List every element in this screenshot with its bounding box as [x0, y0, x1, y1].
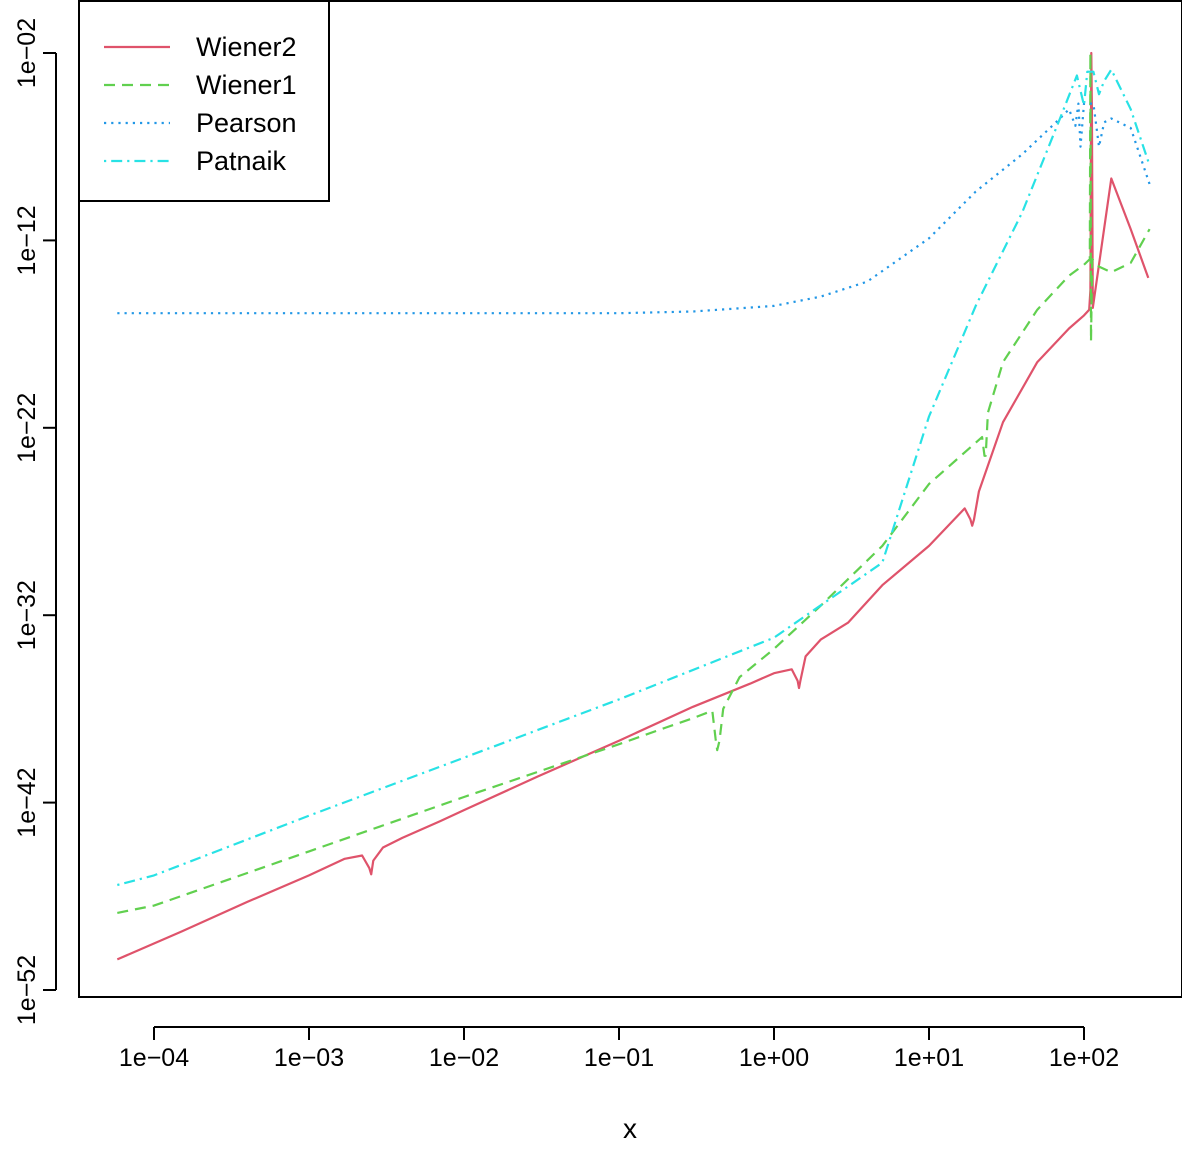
series-line-wiener2	[116, 51, 1150, 961]
legend-box	[78, 0, 330, 202]
series-layer	[116, 51, 1151, 961]
legend-label-wiener2: Wiener2	[196, 32, 297, 62]
x-tick-label: 1e−02	[429, 1044, 499, 1072]
y-tick-label: 1e−42	[13, 767, 41, 837]
series-line-wiener1	[117, 51, 1151, 914]
legend-label-patnaik: Patnaik	[196, 146, 287, 176]
x-tick-label: 1e+00	[739, 1044, 809, 1072]
x-tick-label: 1e+01	[894, 1044, 964, 1072]
y-tick-label: 1e−12	[13, 205, 41, 275]
x-axis: 1e−04 1e−03 1e−02 1e−01 1e+00 1e+01 1e+02	[119, 1026, 1119, 1072]
plot-frame	[78, 0, 1182, 998]
x-tick-label: 1e−03	[274, 1044, 344, 1072]
x-tick-label: 1e+02	[1049, 1044, 1119, 1072]
y-tick-label: 1e−52	[13, 955, 41, 1025]
legend-label-wiener1: Wiener1	[196, 70, 297, 100]
x-axis-label: x	[623, 1113, 637, 1144]
x-tick-label: 1e−04	[119, 1044, 189, 1072]
legend-label-pearson: Pearson	[196, 108, 297, 138]
series-line-patnaik	[117, 68, 1151, 887]
legend: Wiener2 Wiener1 Pearson Patnaik	[78, 0, 330, 202]
x-tick-label: 1e−01	[584, 1044, 654, 1072]
y-tick-label: 1e−22	[13, 393, 41, 463]
y-axis: 1e−52 1e−42 1e−32 1e−22 1e−12 1e−02	[13, 18, 57, 1025]
y-tick-label: 1e−02	[13, 18, 41, 88]
y-tick-label: 1e−32	[13, 580, 41, 650]
